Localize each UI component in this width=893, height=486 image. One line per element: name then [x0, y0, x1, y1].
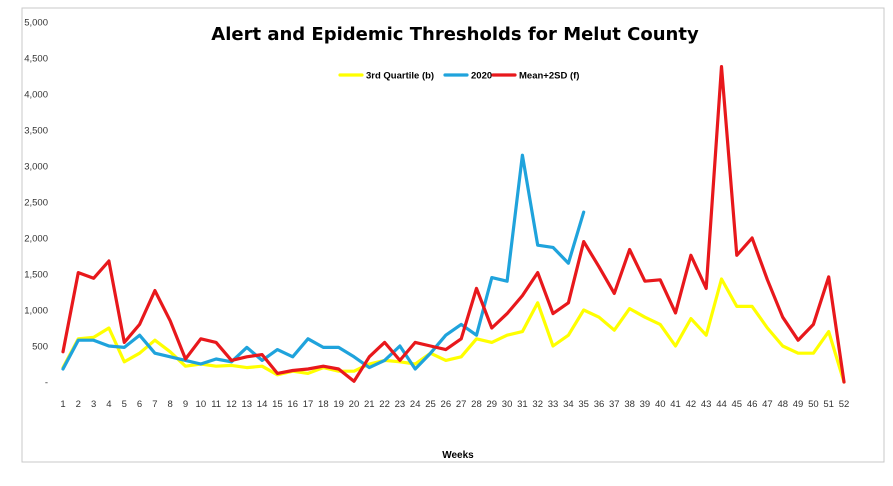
- y-tick-label: 500: [32, 342, 48, 353]
- x-tick-label: 49: [793, 399, 804, 410]
- legend-label: 2020: [471, 71, 492, 82]
- x-tick-label: 26: [441, 399, 452, 410]
- x-tick-label: 25: [425, 399, 436, 410]
- x-tick-label: 28: [471, 399, 482, 410]
- x-tick-label: 37: [609, 399, 620, 410]
- chart-border: [21, 7, 885, 463]
- series-line-2: [61, 153, 586, 371]
- x-tick-label: 8: [168, 399, 173, 410]
- x-tick-label: 2: [76, 399, 81, 410]
- x-tick-label: 15: [272, 399, 283, 410]
- x-tick-label: 16: [287, 399, 298, 410]
- series-line-1: [61, 277, 846, 384]
- x-tick-label: 22: [379, 399, 390, 410]
- x-tick-label: 51: [823, 399, 834, 410]
- y-tick-label: 3,000: [24, 162, 48, 173]
- x-tick-label: 50: [808, 399, 819, 410]
- x-tick-label: 17: [303, 399, 314, 410]
- y-tick-label: -: [45, 378, 48, 389]
- x-tick-label: 24: [410, 399, 421, 410]
- y-tick-label: 1,000: [24, 306, 48, 317]
- x-tick-label: 38: [624, 399, 635, 410]
- x-tick-label: 45: [732, 399, 743, 410]
- x-tick-label: 42: [686, 399, 697, 410]
- y-tick-label: 1,500: [24, 270, 48, 281]
- y-tick-label: 2,500: [24, 198, 48, 209]
- x-tick-label: 30: [502, 399, 513, 410]
- y-tick-label: 4,000: [24, 90, 48, 101]
- x-tick-label: 34: [563, 399, 574, 410]
- x-tick-label: 33: [548, 399, 559, 410]
- x-tick-label: 36: [594, 399, 605, 410]
- legend: 3rd Quartile (b) 2020 Mean+2SD (f): [338, 71, 579, 82]
- y-tick-label: 3,500: [24, 126, 48, 137]
- x-tick-label: 46: [747, 399, 758, 410]
- x-tick-label: 5: [122, 399, 127, 410]
- y-tick-label: 4,500: [24, 54, 48, 65]
- x-axis-label: Weeks: [442, 450, 474, 461]
- x-tick-label: 27: [456, 399, 467, 410]
- x-tick-label: 11: [211, 399, 221, 410]
- x-tick-label: 35: [578, 399, 589, 410]
- legend-label: 3rd Quartile (b): [366, 71, 434, 82]
- x-tick-label: 39: [640, 399, 651, 410]
- chart-title: Alert and Epidemic Thresholds for Melut …: [211, 24, 699, 45]
- x-tick-label: 6: [137, 399, 142, 410]
- x-tick-label: 29: [486, 399, 497, 410]
- x-tick-label: 4: [106, 399, 111, 410]
- x-tick-label: 7: [152, 399, 157, 410]
- x-tick-label: 31: [517, 399, 528, 410]
- x-tick-label: 1: [60, 399, 65, 410]
- x-tick-label: 21: [364, 399, 375, 410]
- x-tick-label: 12: [226, 399, 237, 410]
- x-tick-label: 10: [196, 399, 207, 410]
- x-tick-label: 23: [395, 399, 406, 410]
- x-tick-label: 18: [318, 399, 329, 410]
- y-axis: - 500 1,000 1,500 2,000 2,500 3,000 3,500 4,000 4…: [24, 18, 48, 389]
- x-tick-label: 47: [762, 399, 773, 410]
- x-tick-label: 13: [241, 399, 252, 410]
- x-tick-label: 19: [333, 399, 344, 410]
- x-tick-label: 3: [91, 399, 96, 410]
- legend-label: Mean+2SD (f): [519, 71, 579, 82]
- y-tick-label: 5,000: [24, 18, 48, 29]
- x-tick-label: 44: [716, 399, 727, 410]
- x-tick-label: 52: [839, 399, 850, 410]
- x-tick-label: 20: [349, 399, 360, 410]
- x-tick-label: 40: [655, 399, 666, 410]
- x-tick-label: 14: [257, 399, 268, 410]
- x-tick-label: 32: [532, 399, 543, 410]
- y-tick-label: 2,000: [24, 234, 48, 245]
- series-group: [61, 64, 846, 384]
- x-tick-label: 43: [701, 399, 712, 410]
- x-axis: 1 2 3 4 5 6 7 8 9 10 11 12 13 14 15 16 17 18 19 20 21 22 23 24 2…: [60, 399, 849, 410]
- x-tick-label: 9: [183, 399, 188, 410]
- x-tick-label: 41: [670, 399, 681, 410]
- x-tick-label: 48: [777, 399, 788, 410]
- series-line-3: [61, 64, 846, 384]
